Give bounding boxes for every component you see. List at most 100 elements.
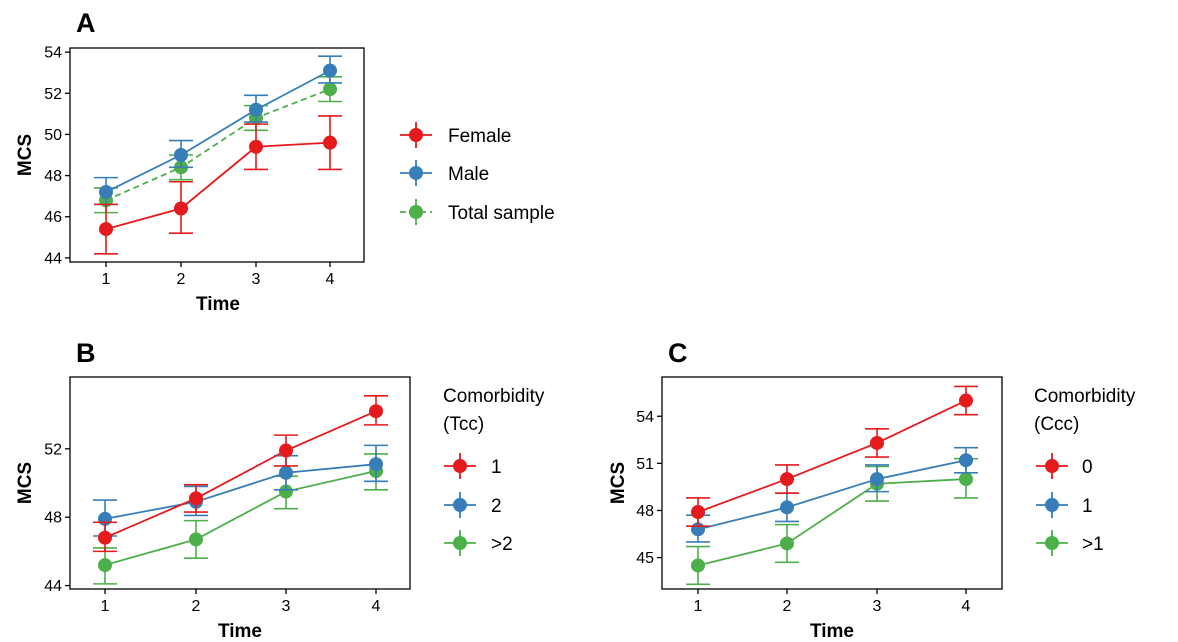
panel-b-legend-item-gt2: >2: [444, 530, 513, 556]
panel-b-ticks: 44 48 52 1 2 3 4: [44, 441, 380, 615]
panel-b-x-axis-title: Time: [218, 621, 262, 642]
panel-c-point-gt1-2: [780, 536, 794, 551]
panel-a-legend-label-female: Female: [448, 126, 511, 147]
panel-c-legend-title: Comorbidity (Ccc): [1034, 386, 1141, 435]
panel-a-y-axis-title: MCS: [15, 134, 36, 176]
panel-b-line-gt2: [104, 470, 377, 566]
panel-b-x-tick-label-2: 2: [192, 598, 201, 615]
panel-b-plot-frame: [69, 376, 411, 590]
panel-b-letter: B: [76, 338, 96, 368]
panel-a-point-total-sample-4: [323, 82, 337, 97]
panel-c-legend-title-line-1: Comorbidity: [1034, 386, 1136, 407]
panel-b-legend: Comorbidity (Tcc) 1 2 >2: [443, 386, 550, 556]
panel-c-letter: C: [668, 338, 688, 368]
panel-b-y-tick-label-44: 44: [44, 578, 62, 595]
panel-b-point-1-2: [189, 491, 203, 506]
panel-b-x-tick-label-3: 3: [282, 598, 291, 615]
panel-b-x-tick-label-4: 4: [372, 598, 381, 615]
panel-a-point-male-4: [323, 63, 337, 78]
panel-c-x-tick-label-1: 1: [694, 598, 703, 615]
panel-b-legend-item-2: 2: [444, 492, 502, 518]
panel-c-legend: Comorbidity (Ccc) 0 1 >1: [1034, 386, 1141, 556]
panel-c-y-tick-label-51: 51: [636, 456, 654, 473]
panel-b-line-2: [104, 463, 377, 520]
panel-b-point-1-3: [279, 443, 293, 458]
panel-b-y-tick-label-52: 52: [44, 441, 62, 458]
panel-c-point-gt1-1: [691, 558, 705, 573]
panel-b-x-tick-label-1: 1: [101, 598, 110, 615]
panel-c-y-tick-label-54: 54: [636, 409, 654, 426]
panel-b-series-gt2: [93, 453, 388, 585]
panel-b-point-1-1: [98, 530, 112, 545]
panel-a: A MCS Time 44 46 48 50 52 54 1 2 3 4 Female Male: [15, 8, 555, 315]
panel-c: C MCS Time 45 48 51 54 1 2 3 4 Comorbidity (Ccc…: [608, 338, 1141, 642]
panel-b-legend-label-1: 1: [491, 457, 502, 478]
panel-a-point-female-3: [249, 139, 263, 154]
panel-a-plot-frame: [69, 47, 365, 263]
panel-a-series-female: [94, 115, 342, 255]
panel-a-marks: [94, 55, 342, 255]
panel-a-line-total-sample: [105, 88, 331, 202]
panel-c-x-tick-label-2: 2: [783, 598, 792, 615]
panel-a-legend-item-total-sample: Total sample: [400, 199, 555, 225]
panel-b-legend-item-1: 1: [444, 453, 502, 479]
panel-a-y-tick-label-46: 46: [44, 209, 62, 226]
panel-c-y-tick-label-45: 45: [636, 550, 654, 567]
panel-b-marks: [93, 395, 388, 585]
panel-c-legend-item-0: 0: [1036, 453, 1093, 479]
panel-c-point-1-2: [780, 500, 794, 515]
panel-a-point-female-2: [174, 201, 188, 216]
panel-a-legend-label-total-sample: Total sample: [448, 203, 555, 224]
panel-c-point-0-1: [691, 505, 705, 520]
panel-a-x-tick-label-3: 3: [252, 271, 261, 288]
panel-b-legend-label-gt2: >2: [491, 534, 513, 555]
panel-a-legend-item-male: Male: [400, 160, 489, 186]
panel-c-x-tick-label-3: 3: [873, 598, 882, 615]
panel-c-point-gt1-4: [959, 472, 973, 487]
panel-a-legend: Female Male Total sample: [400, 122, 555, 225]
panel-b-point-gt2-1: [98, 558, 112, 573]
panel-b-series-2: [93, 444, 388, 537]
panel-a-letter: A: [76, 8, 96, 38]
panel-a-line-female: [105, 141, 331, 230]
panel-b-point-gt2-2: [189, 532, 203, 547]
panel-b-y-tick-label-48: 48: [44, 510, 62, 527]
panel-a-x-tick-label-4: 4: [326, 271, 335, 288]
panel-b: B MCS Time 44 48 52 1 2 3 4 Comorbidity (Tcc) …: [15, 338, 550, 642]
panel-a-line-male: [105, 69, 331, 193]
panel-c-legend-label-1: 1: [1082, 496, 1093, 517]
panel-c-point-0-2: [780, 472, 794, 487]
panel-a-y-tick-label-48: 48: [44, 168, 62, 185]
panel-b-y-axis-title: MCS: [15, 462, 36, 504]
panel-b-legend-title-line-1: Comorbidity: [443, 386, 545, 407]
panel-b-legend-title: Comorbidity (Tcc): [443, 386, 550, 435]
panel-a-point-male-2: [174, 148, 188, 162]
panel-c-legend-label-0: 0: [1082, 457, 1093, 478]
panel-a-point-female-1: [99, 222, 113, 237]
panel-c-point-0-3: [870, 435, 884, 450]
panel-c-series-0: [686, 385, 978, 527]
panel-c-point-1-3: [870, 472, 884, 487]
panel-a-y-tick-label-50: 50: [44, 127, 62, 144]
panel-a-x-axis-title: Time: [196, 294, 240, 315]
panel-c-x-tick-label-4: 4: [962, 598, 971, 615]
panel-b-point-gt2-3: [279, 484, 293, 499]
panel-b-legend-label-2: 2: [491, 496, 502, 517]
panel-c-y-tick-label-48: 48: [636, 503, 654, 520]
panel-a-point-male-1: [99, 185, 113, 200]
panel-a-y-tick-label-44: 44: [44, 250, 62, 267]
panel-c-line-0: [697, 399, 967, 513]
panel-c-ticks: 45 48 51 54 1 2 3 4: [636, 409, 970, 615]
panel-b-legend-title-line-2: (Tcc): [443, 414, 484, 435]
panel-c-legend-item-1: 1: [1036, 492, 1093, 518]
panel-a-y-tick-label-52: 52: [44, 86, 62, 103]
panel-c-y-axis-title: MCS: [608, 462, 629, 504]
panel-c-marks: [686, 385, 978, 586]
panel-b-point-1-4: [369, 404, 383, 419]
panel-a-y-tick-label-54: 54: [44, 45, 62, 62]
panel-a-legend-label-male: Male: [448, 164, 489, 185]
panel-c-legend-title-line-2: (Ccc): [1034, 414, 1079, 435]
panel-c-line-1: [697, 459, 967, 531]
panel-a-point-female-4: [323, 135, 337, 150]
panel-a-x-tick-label-2: 2: [177, 271, 186, 288]
